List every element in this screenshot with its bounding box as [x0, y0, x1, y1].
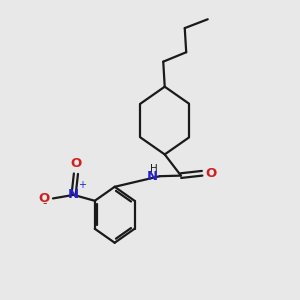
Text: N: N: [68, 188, 79, 201]
Text: -: -: [43, 196, 47, 210]
Text: O: O: [39, 192, 50, 205]
Text: O: O: [70, 157, 82, 170]
Text: O: O: [205, 167, 216, 180]
Text: N: N: [147, 170, 158, 183]
Text: H: H: [150, 164, 158, 174]
Text: +: +: [78, 181, 86, 190]
